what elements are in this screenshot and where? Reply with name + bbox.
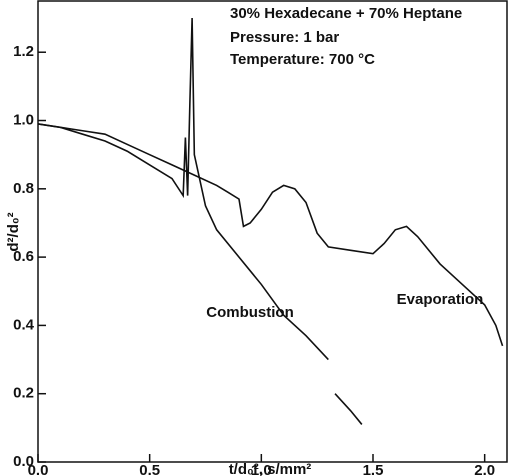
y-tick-label: 0.4	[13, 316, 35, 333]
annotation: 30% Hexadecane + 70% Heptane	[230, 5, 462, 22]
x-tick-label: 1.0	[251, 462, 272, 476]
annotation: Pressure: 1 bar	[230, 29, 339, 46]
x-tick-label: 0.0	[28, 462, 49, 476]
x-axis-label: t/d₀², s/mm²	[229, 461, 312, 476]
series-label: Evaporation	[397, 291, 484, 308]
annotation: Temperature: 700 °C	[230, 51, 375, 68]
plot-frame	[37, 0, 508, 463]
data-line	[38, 18, 363, 425]
y-tick-label: 1.0	[13, 111, 34, 128]
y-tick-label: 0.6	[13, 248, 34, 265]
y-tick-label: 0.0	[13, 453, 34, 470]
y-tick-label: 0.2	[13, 385, 34, 402]
y-axis-label: d²/d₀²	[5, 212, 22, 251]
x-tick-label: 2.0	[474, 462, 495, 476]
series-label: Combustion	[206, 304, 294, 321]
y-tick-label: 1.2	[13, 43, 34, 60]
x-tick-label: 1.5	[363, 462, 384, 476]
y-tick-label: 0.8	[13, 180, 34, 197]
data-line	[38, 123, 504, 347]
x-tick-label: 0.5	[139, 462, 160, 476]
